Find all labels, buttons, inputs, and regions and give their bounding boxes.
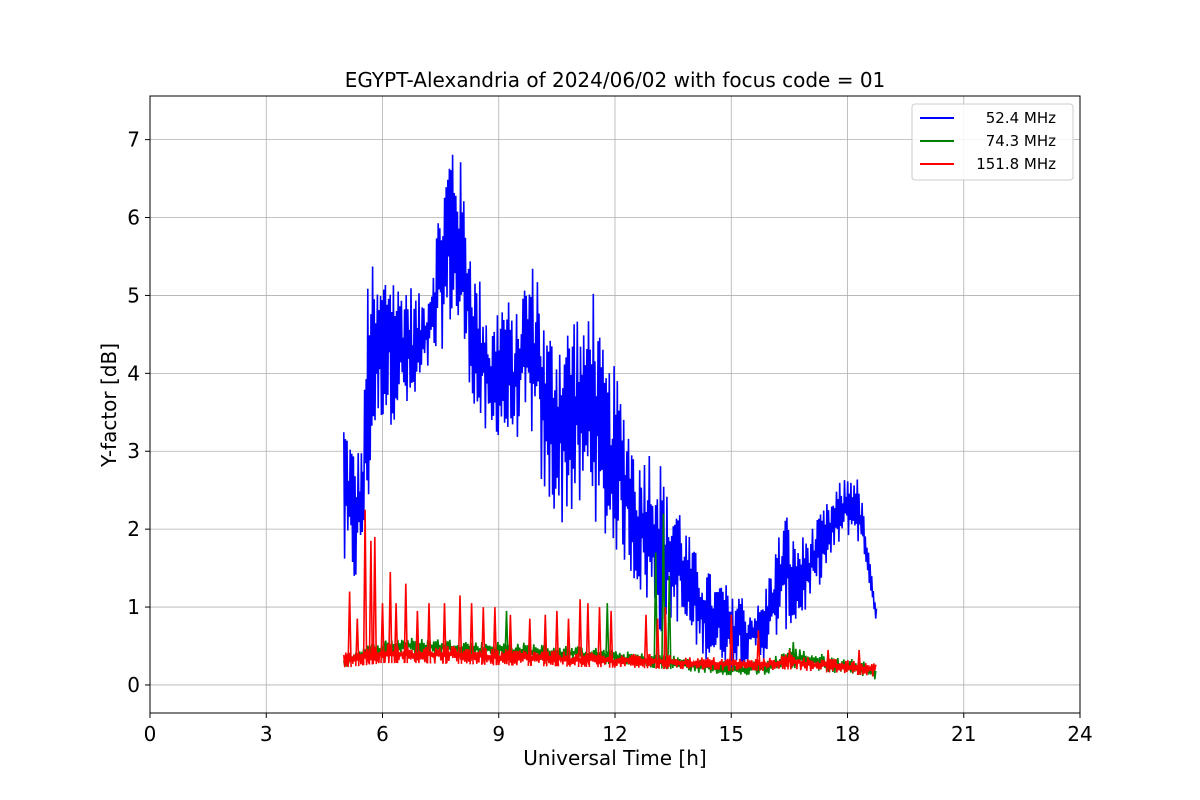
y-tick-label: 3: [127, 439, 140, 463]
y-tick-label: 6: [127, 206, 140, 230]
series-spike: [585, 603, 591, 668]
series-spike: [362, 509, 368, 666]
series-spike: [825, 649, 831, 673]
legend-label: 151.8 MHz: [976, 155, 1056, 173]
series-spike: [393, 603, 399, 664]
x-tick-label: 0: [144, 722, 157, 746]
x-tick-label: 12: [602, 722, 627, 746]
series-spike: [787, 649, 792, 670]
x-tick-label: 15: [719, 722, 744, 746]
legend-label: 52.4 MHz: [986, 109, 1056, 127]
series-spike: [508, 614, 513, 666]
series-spike: [481, 607, 486, 665]
series-spike: [667, 575, 672, 670]
x-tick-label: 18: [835, 722, 860, 746]
series-spike: [355, 618, 360, 667]
series-spike: [388, 571, 393, 664]
y-tick-label: 7: [127, 128, 140, 152]
y-tick-label: 4: [127, 361, 140, 385]
series-spike: [643, 614, 649, 669]
y-tick-label: 5: [127, 283, 140, 307]
legend-box: [911, 103, 1074, 181]
series-spike: [368, 540, 374, 665]
series-line: [343, 154, 878, 668]
series-2-group: [343, 509, 877, 677]
series-spike: [729, 614, 734, 671]
x-tick-label: 21: [951, 722, 976, 746]
series-spike: [347, 591, 352, 668]
series-spike: [566, 618, 571, 667]
series-spike: [426, 603, 432, 664]
series-spike: [442, 603, 447, 664]
y-tick-label: 1: [127, 595, 140, 619]
x-tick-label: 3: [260, 722, 273, 746]
series-spike: [403, 583, 409, 664]
series-spike: [663, 607, 668, 670]
y-axis-label: Y-factor [dB]: [97, 343, 121, 468]
series-layer: [343, 154, 878, 680]
series-spike: [457, 595, 463, 664]
legend: 52.4 MHz 74.3 MHz 151.8 MHz: [911, 103, 1074, 181]
series-spike: [415, 610, 420, 664]
series-spike: [554, 610, 560, 667]
series-spike: [655, 618, 660, 669]
series-spike: [577, 599, 583, 668]
series-spike: [372, 536, 378, 665]
y-tick-label: 2: [127, 517, 140, 541]
series-spike: [605, 603, 610, 665]
chart-title: EGYPT-Alexandria of 2024/06/02 with focu…: [345, 68, 886, 92]
series-0-group: [343, 154, 878, 668]
series-spike: [756, 630, 761, 671]
x-tick-label: 6: [376, 722, 389, 746]
legend-label: 74.3 MHz: [986, 132, 1056, 150]
y-tick-label: 0: [127, 673, 140, 697]
series-spike: [469, 603, 474, 665]
series-spike: [492, 607, 498, 666]
series-spike: [527, 618, 533, 666]
x-tick-label: 9: [492, 722, 505, 746]
series-spike: [543, 614, 548, 667]
series-spike: [597, 607, 602, 668]
x-axis-label: Universal Time [h]: [523, 746, 706, 770]
series-spike: [380, 603, 385, 664]
series-spike: [504, 610, 509, 660]
series-spike: [856, 649, 862, 676]
series-spike: [608, 610, 614, 668]
x-tick-label: 24: [1067, 722, 1092, 746]
